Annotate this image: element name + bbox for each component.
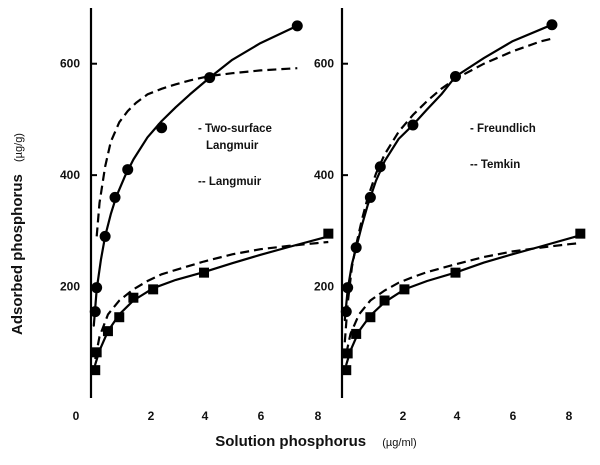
panel-2-square-point bbox=[341, 365, 352, 376]
x-tick-label-right: 2 bbox=[400, 409, 407, 423]
panel-1-square-point bbox=[102, 326, 113, 337]
panel-2-square-point bbox=[575, 228, 586, 239]
panel-2-square-point bbox=[379, 295, 390, 306]
x-axis-unit: (µg/ml) bbox=[382, 437, 416, 449]
legend-label: Freundlich bbox=[477, 123, 536, 135]
panel-2-legend-entry-2: -- Temkin bbox=[470, 159, 520, 171]
panel-2-circle-point bbox=[364, 191, 376, 203]
panel-2-square-point bbox=[365, 312, 376, 323]
panel-2-square-point bbox=[399, 284, 410, 295]
y-tick-label-left: 200 bbox=[60, 280, 80, 294]
panel-2-circle-point bbox=[340, 306, 352, 318]
x-tick-label-left: 6 bbox=[258, 409, 265, 423]
legend-label: Langmuir bbox=[209, 176, 262, 188]
panel-2-circle-point bbox=[449, 71, 461, 83]
x-tick-label-left: 2 bbox=[148, 409, 155, 423]
legend-label: Temkin bbox=[481, 159, 520, 171]
x-tick-label-left: 0 bbox=[73, 409, 80, 423]
panel-1-circle-point bbox=[156, 122, 168, 134]
x-tick-label-left: 8 bbox=[315, 409, 322, 423]
panel-1-square-point bbox=[199, 267, 210, 278]
panel-1-series-1-fit-dashed bbox=[95, 67, 298, 237]
panel-2-legend: - Freundlich -- Temkin bbox=[470, 123, 536, 171]
panel-1-circle-point bbox=[291, 20, 303, 32]
y-axis-title: Adsorbed phosphorus (µg/g) bbox=[9, 133, 26, 335]
y-axis-unit: (µg/g) bbox=[13, 133, 25, 162]
panel-1-circle-point bbox=[99, 230, 111, 242]
x-tick-label-right: 4 bbox=[454, 409, 461, 423]
x-tick-label-right: 8 bbox=[566, 409, 573, 423]
panel-2-legend-entry-1: - Freundlich bbox=[470, 123, 536, 135]
y-tick-label-right: 600 bbox=[314, 57, 334, 71]
legend-label: Two-surface bbox=[205, 123, 272, 135]
panel-1-circle-point bbox=[204, 72, 216, 84]
y-axis-label: Adsorbed phosphorus bbox=[9, 174, 26, 335]
panel-2-circle-point bbox=[374, 161, 386, 173]
panel-1-square-point bbox=[323, 228, 334, 239]
x-tick-labels: 0 2 4 6 8 2 4 6 8 bbox=[73, 409, 573, 423]
panel-1-circle-point bbox=[91, 282, 103, 294]
x-tick-label-right: 6 bbox=[510, 409, 517, 423]
panel-1-legend-entry-2: -- Langmuir bbox=[198, 176, 262, 188]
panel-1-legend-entry-1: - Two-surface bbox=[198, 123, 272, 135]
panel-1-circle-point bbox=[109, 191, 121, 203]
panel-2-square-point bbox=[351, 328, 362, 339]
panel-1-square-point bbox=[114, 312, 125, 323]
panel-1-series-1-fit-solid bbox=[92, 24, 299, 327]
panel-1-square-point bbox=[148, 284, 159, 295]
panel-2-circle-point bbox=[546, 19, 558, 31]
panel-2-square-point bbox=[450, 267, 461, 278]
legend-mark: - bbox=[198, 123, 205, 135]
y-tick-label-left: 600 bbox=[60, 57, 80, 71]
y-tick-label-right: 200 bbox=[314, 280, 334, 294]
panel-2: - Freundlich -- Temkin bbox=[340, 8, 586, 398]
panel-1-circle-point bbox=[122, 164, 134, 176]
panel-1-square-point bbox=[91, 347, 102, 358]
panel-2-series-2-fit-dashed bbox=[345, 242, 581, 354]
x-tick-label-left: 4 bbox=[202, 409, 209, 423]
panel-1-circle-point bbox=[89, 306, 101, 318]
panel-1-square-point bbox=[90, 365, 101, 376]
panel-2-circle-point bbox=[350, 242, 362, 254]
panel-2-circle-point bbox=[407, 119, 419, 131]
x-axis-label: Solution phosphorus bbox=[215, 433, 366, 450]
x-axis-title: Solution phosphorus (µg/ml) bbox=[215, 433, 416, 450]
legend-mark: - bbox=[470, 123, 477, 135]
legend-mark: -- bbox=[470, 159, 481, 171]
legend-label-continued: Langmuir bbox=[206, 140, 259, 152]
panel-1-square-point bbox=[128, 292, 139, 303]
y-tick-label-right: 400 bbox=[314, 168, 334, 182]
y-tick-label-left: 400 bbox=[60, 168, 80, 182]
y-tick-labels: 200 400 600 200 400 600 bbox=[60, 57, 334, 294]
panel-2-circle-point bbox=[342, 282, 354, 294]
panel-1-series-2-fit-dashed bbox=[94, 240, 329, 360]
panel-2-square-point bbox=[342, 348, 353, 359]
legend-mark: -- bbox=[198, 176, 209, 188]
